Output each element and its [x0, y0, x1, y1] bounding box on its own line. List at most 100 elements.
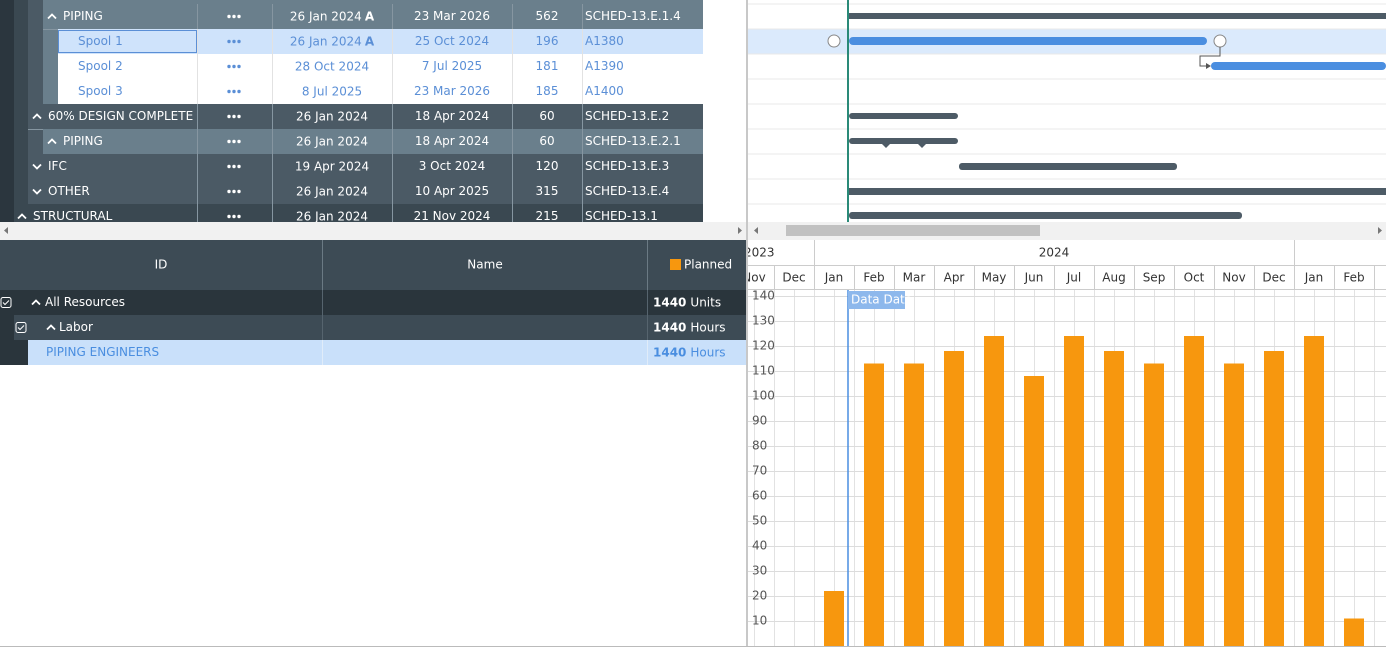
column-header[interactable]: Planned [684, 258, 732, 272]
more-icon[interactable] [227, 114, 231, 119]
y-tick-label: 140 [752, 289, 775, 303]
schedule-row[interactable]: Spool 2 28 Oct 2024 7 Jul 2025 181 A1390 [58, 54, 703, 80]
more-icon[interactable] [227, 164, 231, 169]
row-background [0, 290, 746, 315]
gantt-bar[interactable] [1211, 62, 1386, 70]
more-icon[interactable] [232, 139, 236, 144]
gantt-bar[interactable] [849, 188, 1386, 195]
more-icon[interactable] [232, 164, 236, 169]
resource-row[interactable]: Labor 1440 Hours [0, 315, 746, 340]
start-date-value: 26 Jan 2024 [296, 134, 368, 148]
more-icon[interactable] [227, 214, 231, 219]
schedule-row[interactable]: OTHER 26 Jan 2024 10 Apr 2025 315 SCHED-13.E… [28, 179, 703, 205]
more-icon[interactable] [237, 139, 241, 144]
bar [984, 336, 1004, 646]
more-icon[interactable] [232, 214, 236, 219]
row-background [28, 154, 703, 179]
checkbox[interactable] [0, 297, 12, 308]
link-handle[interactable] [827, 34, 841, 48]
chevron[interactable] [46, 324, 56, 331]
row-background [28, 104, 703, 129]
more-icon[interactable] [227, 139, 231, 144]
more-icon[interactable] [232, 39, 236, 44]
activity-code: SCHED-13.E.2 [585, 109, 669, 123]
gantt-bar[interactable] [959, 163, 1177, 170]
start-date-value: 28 Oct 2024 [295, 59, 369, 73]
start-date: 26 Jan 2024 A [290, 9, 375, 23]
gantt-bar[interactable] [849, 13, 1386, 19]
more-icon[interactable] [237, 39, 241, 44]
chevron[interactable] [31, 299, 41, 306]
column-header[interactable]: Name [467, 258, 502, 272]
y-tick-label: 50 [752, 514, 767, 528]
chevron[interactable] [47, 13, 57, 20]
schedule-row[interactable]: Spool 1 26 Jan 2024 A 25 Oct 2024 196 A1380 [58, 29, 703, 55]
check [2, 300, 10, 306]
gantt-bar[interactable] [849, 37, 1207, 45]
row-background [58, 29, 703, 54]
more-icon[interactable] [232, 114, 236, 119]
more-icon[interactable] [227, 14, 231, 19]
planned-unit: Hours [690, 320, 725, 334]
schedule-row[interactable]: 60% DESIGN COMPLETE 26 Jan 2024 18 Apr 202… [28, 104, 703, 130]
planned-unit: Units [690, 295, 721, 309]
month-label: May [982, 271, 1007, 285]
schedule-row[interactable]: PIPING 26 Jan 2024 A 23 Mar 2026 562 SCHED-13… [43, 4, 703, 30]
more-icon[interactable] [227, 189, 231, 194]
bar [1064, 336, 1084, 646]
column-header[interactable]: ID [155, 258, 168, 272]
finish-date: 7 Jul 2025 [422, 59, 482, 73]
more-icon[interactable] [227, 89, 231, 94]
start-date: 28 Oct 2024 [295, 59, 369, 73]
scroll-thumb[interactable] [786, 225, 1040, 236]
more-icon[interactable] [232, 89, 236, 94]
gantt-bar[interactable] [849, 113, 958, 119]
schedule-row[interactable]: Spool 3 8 Jul 2025 23 Mar 2026 185 A1400 [58, 79, 703, 105]
activity-code: A1390 [585, 59, 624, 73]
row-background [14, 204, 703, 222]
task-name: OTHER [48, 184, 90, 198]
more-icon[interactable] [237, 14, 241, 19]
chevron[interactable] [32, 113, 42, 120]
link-handle[interactable] [1213, 34, 1227, 48]
y-tick-label: 70 [752, 464, 767, 478]
more-icon[interactable] [232, 64, 236, 69]
more-icon[interactable] [227, 64, 231, 69]
more-icon[interactable] [232, 14, 236, 19]
finish-date: 18 Apr 2024 [415, 134, 489, 148]
more-icon[interactable] [232, 189, 236, 194]
strip [0, 315, 14, 340]
strip [43, 29, 58, 104]
chevron[interactable] [17, 213, 27, 220]
start-date: 26 Jan 2024 [296, 109, 368, 123]
month-label: Feb [863, 271, 884, 285]
more-icon[interactable] [237, 114, 241, 119]
chevron[interactable] [47, 138, 57, 145]
month-label: Jan [1304, 271, 1324, 285]
schedule-row[interactable]: STRUCTURAL 26 Jan 2024 21 Nov 2024 215 SCHED… [14, 204, 703, 230]
gantt-bar[interactable] [849, 212, 1242, 219]
resource-id: All Resources [45, 295, 125, 309]
resource-row[interactable]: PIPING ENGINEERS 1440 Hours [0, 340, 746, 365]
more-icon[interactable] [237, 189, 241, 194]
resource-table: ID Name Planned All Resources 1440 Units Labor… [0, 240, 746, 365]
activity-code: SCHED-13.E.2.1 [585, 134, 681, 148]
chevron[interactable] [32, 188, 42, 195]
schedule-row[interactable]: PIPING 26 Jan 2024 18 Apr 2024 60 SCHED-13.E… [43, 129, 703, 155]
checkbox[interactable] [15, 322, 27, 333]
more-icon[interactable] [227, 39, 231, 44]
row-background [58, 54, 703, 79]
gantt-bar[interactable] [849, 138, 958, 144]
y-tick-label: 60 [752, 489, 767, 503]
more-icon[interactable] [237, 89, 241, 94]
start-date: 26 Jan 2024 [296, 184, 368, 198]
finish-date: 18 Apr 2024 [415, 109, 489, 123]
activity-code: A1380 [585, 34, 624, 48]
more-icon[interactable] [237, 164, 241, 169]
chevron[interactable] [32, 163, 42, 170]
more-icon[interactable] [237, 214, 241, 219]
more-icon[interactable] [237, 64, 241, 69]
schedule-row[interactable]: IFC 19 Apr 2024 3 Oct 2024 120 SCHED-13.E.3 [28, 154, 703, 180]
resource-row[interactable]: All Resources 1440 Units [0, 290, 746, 315]
